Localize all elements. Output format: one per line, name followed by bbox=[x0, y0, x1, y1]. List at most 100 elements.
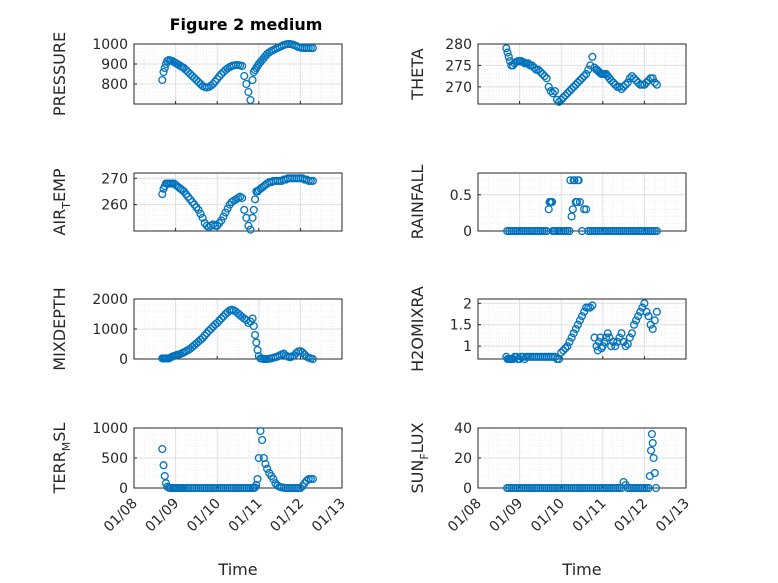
data-point bbox=[575, 197, 584, 207]
data-point bbox=[202, 329, 211, 338]
x-tick-label: 01/11 bbox=[226, 496, 266, 536]
data-point bbox=[625, 333, 634, 342]
subplot-theta: 270 275 280 THETA bbox=[408, 37, 687, 106]
data-point bbox=[642, 78, 651, 87]
data-point bbox=[577, 312, 587, 321]
y-tick-label: 275 bbox=[445, 58, 472, 74]
data-point bbox=[559, 93, 568, 102]
data-point bbox=[196, 209, 205, 218]
data-point bbox=[217, 216, 226, 225]
data-point bbox=[623, 78, 632, 87]
data-point bbox=[181, 65, 191, 75]
y-axis-label: SUNFLUX bbox=[408, 422, 431, 493]
data-point bbox=[611, 342, 620, 351]
y-tick-label: 260 bbox=[101, 198, 128, 214]
data-point bbox=[627, 329, 636, 338]
data-point bbox=[565, 226, 574, 235]
data-point bbox=[621, 80, 630, 89]
data-point bbox=[644, 483, 653, 492]
data-point bbox=[240, 205, 249, 214]
data-point bbox=[246, 225, 255, 234]
data-point bbox=[647, 446, 656, 455]
data-point bbox=[251, 195, 260, 204]
subplot-terr-msl: 0 500 1000 01/08 01/09 01/10 01/11 01/12 01/13 Ti… bbox=[50, 421, 349, 579]
figure-title: Figure 2 medium bbox=[170, 15, 323, 34]
data-point bbox=[217, 314, 226, 323]
data-point bbox=[573, 320, 582, 329]
data-series bbox=[158, 305, 317, 363]
data-point bbox=[158, 444, 167, 454]
data-point bbox=[206, 324, 216, 334]
data-point bbox=[652, 307, 661, 316]
data-series bbox=[503, 429, 661, 492]
data-point bbox=[215, 316, 224, 325]
data-point bbox=[600, 337, 609, 346]
data-point bbox=[650, 78, 659, 87]
subplot-sun-flux: 0 20 40 01/08 01/09 01/10 01/11 01/12 01/13 Time S… bbox=[408, 421, 693, 579]
data-point bbox=[198, 213, 207, 222]
data-point bbox=[261, 459, 270, 469]
data-point bbox=[611, 80, 620, 89]
data-point bbox=[240, 314, 249, 323]
data-point bbox=[550, 352, 560, 361]
x-tick-label: 01/08 bbox=[445, 496, 485, 536]
y-tick-label: 270 bbox=[101, 171, 128, 187]
y-axis-label: MIXDEPTH bbox=[50, 287, 69, 370]
data-point bbox=[179, 63, 188, 73]
y-tick-label: 280 bbox=[445, 37, 472, 53]
data-point bbox=[158, 190, 167, 199]
data-point bbox=[557, 348, 566, 357]
data-point bbox=[198, 333, 207, 343]
data-series bbox=[158, 40, 317, 105]
data-point bbox=[582, 205, 591, 214]
data-point bbox=[582, 69, 591, 79]
x-tick-label: 01/13 bbox=[309, 496, 349, 536]
data-point bbox=[223, 204, 232, 213]
data-point bbox=[190, 73, 199, 83]
x-tick-label: 01/09 bbox=[487, 496, 527, 536]
subplot-air-temp: 260 270 AIRTEMP bbox=[50, 168, 343, 236]
data-point bbox=[561, 91, 570, 100]
x-tick-label: 01/13 bbox=[653, 496, 693, 536]
data-point bbox=[540, 72, 549, 81]
data-point bbox=[575, 76, 584, 85]
data-point bbox=[184, 67, 193, 77]
subplot-rainfall: 0 0.5 RAINFALL bbox=[408, 165, 687, 240]
data-point bbox=[160, 63, 169, 73]
data-point bbox=[308, 354, 317, 363]
data-point bbox=[269, 474, 278, 484]
y-tick-label: 1000 bbox=[92, 421, 128, 437]
y-tick-label: 2 bbox=[463, 296, 472, 312]
data-point bbox=[570, 176, 579, 185]
data-point bbox=[575, 316, 584, 325]
x-tick-label: 01/08 bbox=[101, 496, 141, 536]
data-point bbox=[569, 82, 578, 91]
data-point bbox=[192, 75, 201, 85]
y-tick-label: 1.5 bbox=[450, 318, 472, 334]
axes-box bbox=[477, 43, 687, 105]
data-point bbox=[609, 78, 618, 87]
minor-grid bbox=[134, 43, 342, 105]
data-point bbox=[640, 299, 649, 308]
subplot-h2omixra: 1 1.5 2 H2OMIXRA bbox=[408, 286, 687, 372]
data-series bbox=[158, 426, 317, 492]
data-point bbox=[206, 81, 216, 90]
data-point bbox=[598, 342, 607, 351]
subplot-mixdepth: 0 1000 2000 MIXDEPTH bbox=[50, 287, 343, 371]
data-point bbox=[642, 307, 651, 316]
data-point bbox=[248, 314, 257, 323]
y-axis-label: PRESSURE bbox=[50, 32, 69, 116]
data-point bbox=[308, 176, 317, 185]
data-point bbox=[246, 95, 255, 105]
axes-box bbox=[477, 172, 687, 232]
x-tick-label: 01/11 bbox=[570, 496, 610, 536]
data-point bbox=[569, 329, 578, 338]
data-point bbox=[565, 87, 574, 96]
data-point bbox=[258, 435, 267, 445]
data-point bbox=[596, 333, 605, 342]
minor-grid bbox=[478, 43, 686, 105]
x-tick-label: 01/12 bbox=[267, 496, 307, 536]
y-tick-label: 0 bbox=[463, 224, 472, 240]
